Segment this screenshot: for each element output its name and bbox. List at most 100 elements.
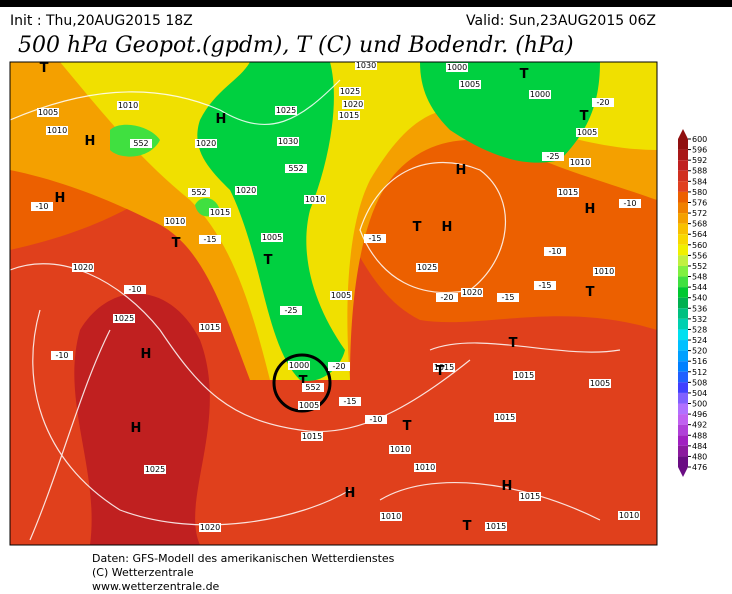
contour-label: 1000: [289, 361, 309, 370]
label-box: [330, 291, 352, 300]
label-box: [485, 522, 507, 531]
contour-label: -10: [128, 285, 141, 294]
colorbar-segment: [678, 213, 688, 224]
colorbar-label: 504: [692, 389, 707, 398]
colorbar-segment: [678, 160, 688, 171]
colorbar-segment: [678, 234, 688, 245]
colorbar-label: 512: [692, 368, 707, 377]
contour-label: -25: [284, 306, 297, 315]
label-box: [513, 371, 535, 380]
pressure-center: T: [509, 336, 518, 351]
colorbar-label: 516: [692, 357, 707, 366]
contour-label: -15: [368, 234, 381, 243]
contour-label: -20: [332, 362, 345, 371]
contour-label: -20: [440, 293, 453, 302]
label-box: [144, 465, 166, 474]
label-box: [593, 267, 615, 276]
contour-label: 1005: [577, 128, 597, 137]
contour-label: 1005: [460, 80, 480, 89]
label-box: [328, 362, 350, 371]
label-box: [302, 383, 324, 392]
footer-copyright: (C) Wetterzentrale: [92, 566, 194, 579]
label-box: [529, 90, 551, 99]
map-frame: [9, 61, 658, 546]
label-box: [209, 208, 231, 217]
label-box: [130, 139, 152, 148]
colorbar-label: 540: [692, 294, 707, 303]
contour-label: 1015: [210, 208, 230, 217]
contour-label: 1025: [114, 314, 134, 323]
label-box: [46, 126, 68, 135]
label-box: [124, 285, 146, 294]
colorbar-label: 592: [692, 156, 707, 165]
label-box: [37, 108, 59, 117]
pressure-center: H: [85, 134, 96, 149]
colorbar-label: 492: [692, 421, 707, 430]
pressure-center: H: [141, 347, 152, 362]
colorbar-segment: [678, 308, 688, 319]
contour-label: 552: [191, 188, 206, 197]
label-box: [51, 351, 73, 360]
colorbar-segment: [678, 297, 688, 309]
label-box: [285, 164, 307, 173]
colorbar-segment: [678, 181, 688, 192]
label-box: [461, 288, 483, 297]
contour-label: 1015: [486, 522, 506, 531]
label-box: [542, 152, 564, 161]
colorbar-label: 580: [692, 188, 707, 197]
contour-label: 1015: [495, 413, 515, 422]
colorbar-label: 556: [692, 251, 707, 260]
label-box: [280, 306, 302, 315]
contour-label: 1025: [340, 87, 360, 96]
colorbar-label: 564: [692, 230, 707, 239]
contour-label: 1010: [165, 217, 185, 226]
colorbar-label: 536: [692, 304, 707, 313]
pressure-center: T: [413, 220, 422, 235]
label-box: [592, 98, 614, 107]
contour-label: -15: [203, 235, 216, 244]
colorbar-label: 480: [692, 452, 707, 461]
colorbar-label: 528: [692, 325, 707, 334]
colorbar-segment: [678, 361, 688, 372]
label-box: [557, 188, 579, 197]
label-box: [534, 281, 556, 290]
highlight-circle: [272, 353, 332, 413]
label-box: [199, 523, 221, 532]
colorbar-segment: [678, 392, 688, 404]
pressure-center: T: [299, 374, 308, 389]
label-box: [113, 314, 135, 323]
label-box: [72, 263, 94, 272]
label-box: [275, 106, 297, 115]
contour-label: -10: [548, 247, 561, 256]
label-box: [288, 361, 310, 370]
contour-label: 1010: [390, 445, 410, 454]
label-box: [31, 202, 53, 211]
contour-label: -15: [538, 281, 551, 290]
label-box: [618, 511, 640, 520]
map: [10, 62, 657, 545]
contour-label: -10: [623, 199, 636, 208]
label-box: [199, 323, 221, 332]
pressure-center: T: [403, 419, 412, 434]
label-box: [544, 247, 566, 256]
contour-label: 1005: [299, 401, 319, 410]
contour-label: 1015: [514, 371, 534, 380]
label-box: [436, 293, 458, 302]
footer-url: www.wetterzentrale.de: [92, 580, 220, 593]
contour-label: 1020: [462, 288, 482, 297]
colorbar-segment: [678, 371, 688, 383]
colorbar-segment: [678, 382, 688, 393]
pressure-center: H: [502, 479, 513, 494]
contour-label: -10: [35, 202, 48, 211]
label-box: [414, 463, 436, 472]
colorbar-label: 600: [692, 135, 707, 144]
label-box: [277, 137, 299, 146]
label-box: [497, 293, 519, 302]
pressure-center: H: [442, 220, 453, 235]
label-box: [117, 101, 139, 110]
colorbar-segment: [678, 456, 688, 467]
label-box: [446, 63, 468, 72]
colorbar-label: 544: [692, 283, 707, 292]
colorbar-label: 508: [692, 378, 707, 387]
